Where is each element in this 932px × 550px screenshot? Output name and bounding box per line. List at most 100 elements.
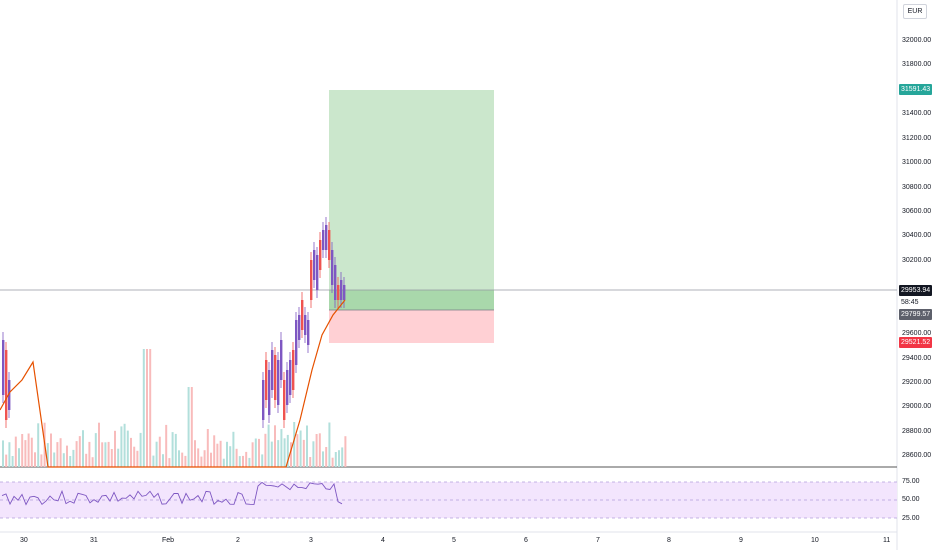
candle-body xyxy=(322,230,325,250)
volume-bar xyxy=(75,441,78,467)
price-tick: 30600.00 xyxy=(902,208,932,215)
volume-bar xyxy=(158,436,161,467)
price-tick: 29200.00 xyxy=(902,379,932,386)
candle-body xyxy=(292,350,295,390)
candle-body xyxy=(337,285,340,300)
volume-bar xyxy=(37,423,40,467)
price-tick: 29600.00 xyxy=(902,330,932,337)
volume-bar xyxy=(270,441,273,467)
candle-body xyxy=(2,340,5,395)
time-label: 9 xyxy=(739,537,743,544)
volume-bar xyxy=(107,441,110,467)
candle-body xyxy=(268,370,271,415)
volume-bar xyxy=(248,457,251,467)
volume-bar xyxy=(56,442,59,467)
price-tick: 30800.00 xyxy=(902,184,932,191)
volume-bar xyxy=(126,430,129,467)
rsi-band xyxy=(0,482,897,518)
time-label: 11 xyxy=(883,537,891,544)
candle-body xyxy=(310,260,313,300)
volume-bar xyxy=(88,441,91,467)
candle-body xyxy=(289,360,292,395)
volume-bar xyxy=(302,439,305,467)
volume-bar xyxy=(104,442,107,467)
volume-bar xyxy=(5,454,8,467)
volume-bar xyxy=(200,456,203,467)
time-label: 8 xyxy=(667,537,671,544)
volume-bar xyxy=(286,434,289,467)
volume-bar xyxy=(53,452,56,467)
price-tick: 28600.00 xyxy=(902,452,932,459)
volume-bar xyxy=(309,457,312,467)
candle-body xyxy=(328,230,331,260)
volume-bar xyxy=(142,349,145,467)
volume-bar xyxy=(72,449,75,467)
volume-bar xyxy=(2,440,4,467)
volume-bar xyxy=(114,430,116,467)
volume-bar xyxy=(280,429,283,467)
stop-loss-badge: 29521.52 xyxy=(899,337,932,348)
volume-bar xyxy=(69,456,72,467)
candle-body xyxy=(316,255,319,290)
volume-bar xyxy=(274,425,276,467)
volume-bar xyxy=(315,434,318,467)
volume-bar xyxy=(299,430,302,467)
time-label: 7 xyxy=(596,537,600,544)
volume-bar xyxy=(78,436,81,467)
volume-bar xyxy=(27,433,30,467)
volume-bar xyxy=(232,431,235,467)
profit-zone-filled xyxy=(329,290,494,310)
volume-bar xyxy=(62,453,65,467)
volume-bar xyxy=(178,450,180,467)
candle-body xyxy=(304,315,307,335)
volume-bar xyxy=(219,440,222,467)
volume-bar xyxy=(136,450,139,467)
profit-zone xyxy=(329,90,494,310)
volume-bar xyxy=(165,424,168,467)
volume-bar xyxy=(46,443,49,467)
volume-bar xyxy=(149,349,152,467)
volume-bar xyxy=(267,424,270,467)
volume-bar xyxy=(152,455,155,467)
entry-badge: 29799.57 xyxy=(899,309,932,320)
candle-body xyxy=(331,250,334,285)
volume-bar xyxy=(123,423,126,467)
candle-body xyxy=(271,350,274,390)
candle-body xyxy=(325,225,328,250)
volume-bar xyxy=(18,448,20,467)
volume-bar xyxy=(187,387,190,467)
loss-zone xyxy=(329,310,494,343)
volume-bar xyxy=(206,429,209,467)
volume-bar xyxy=(325,447,328,467)
volume-bar xyxy=(203,450,206,467)
time-label: Feb xyxy=(162,537,175,544)
time-label: 4 xyxy=(381,537,385,544)
volume-bar xyxy=(216,443,219,467)
volume-bar xyxy=(213,435,216,467)
volume-bar xyxy=(306,425,308,467)
time-label: 3 xyxy=(309,537,313,544)
volume-bar xyxy=(242,455,244,467)
volume-bar xyxy=(8,442,11,467)
volume-bar xyxy=(312,441,315,467)
volume-bar xyxy=(50,433,52,467)
rsi-level-label: 75.00 xyxy=(902,478,920,485)
candle-body xyxy=(265,360,268,400)
candle-body xyxy=(5,350,8,420)
volume-bar xyxy=(66,445,68,467)
countdown-badge: 58:45 xyxy=(899,297,921,308)
volume-bars xyxy=(2,349,347,467)
candle-body xyxy=(319,240,322,270)
volume-bar xyxy=(334,452,337,467)
volume-bar xyxy=(296,434,299,467)
price-tick: 31400.00 xyxy=(902,110,932,117)
volume-bar xyxy=(130,437,132,467)
take-profit-badge: 31591.43 xyxy=(899,84,932,95)
currency-button[interactable]: EUR xyxy=(903,4,927,19)
volume-bar xyxy=(174,433,177,467)
candle-body xyxy=(262,380,265,420)
volume-bar xyxy=(34,452,36,467)
volume-bar xyxy=(40,454,43,467)
volume-bar xyxy=(120,426,123,467)
